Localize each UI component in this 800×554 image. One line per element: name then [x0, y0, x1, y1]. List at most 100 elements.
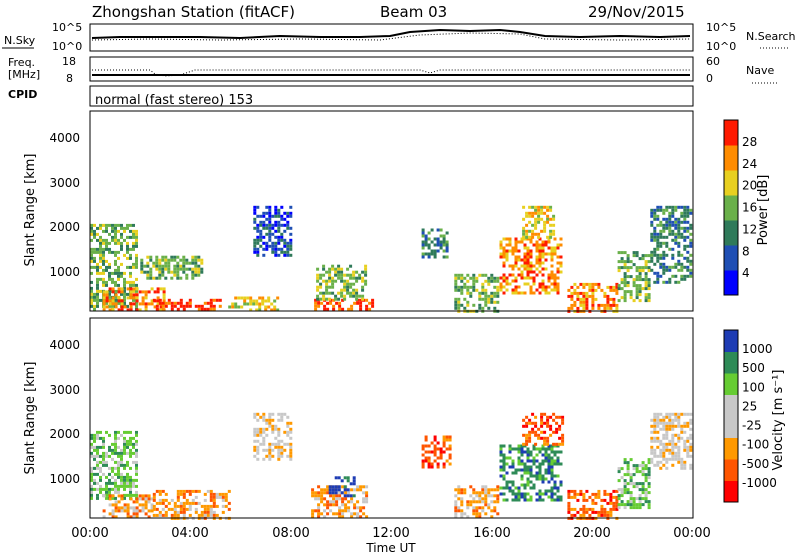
power-cell: [433, 243, 437, 247]
power-cell: [526, 261, 530, 265]
power-cell: [228, 305, 232, 309]
velocity-cell: [421, 459, 425, 463]
power-cell: [529, 270, 533, 274]
power-cell: [585, 282, 589, 286]
power-cell: [541, 279, 545, 283]
power-cell: [152, 298, 156, 302]
velocity-cell: [481, 488, 485, 492]
velocity-cell: [161, 489, 165, 493]
power-cell: [325, 285, 329, 289]
velocity-cell: [544, 489, 548, 493]
power-cell: [259, 223, 263, 227]
velocity-cell: [286, 433, 290, 437]
velocity-cell: [135, 500, 139, 504]
velocity-cell: [632, 506, 636, 510]
velocity-cell: [135, 509, 139, 513]
velocity-cell: [102, 442, 105, 446]
power-cell: [105, 283, 108, 287]
power-cell: [356, 301, 360, 305]
power-cell: [182, 270, 186, 274]
velocity-cell: [117, 487, 120, 491]
velocity-cell: [311, 512, 315, 516]
velocity-cell: [427, 456, 431, 460]
power-cell: [656, 205, 660, 209]
velocity-cell: [102, 451, 105, 455]
power-cell: [547, 237, 551, 241]
power-cell: [90, 247, 93, 251]
velocity-cell: [346, 494, 350, 498]
velocity-cell: [683, 442, 687, 446]
velocity-cell: [436, 447, 440, 451]
power-cell: [185, 267, 189, 271]
velocity-cell: [469, 485, 473, 489]
velocity-cell: [274, 424, 278, 428]
power-cell: [96, 250, 99, 254]
velocity-cell: [629, 506, 633, 510]
power-cell: [197, 273, 201, 277]
power-cell: [671, 220, 675, 224]
velocity-cell: [478, 506, 482, 510]
power-cell: [256, 247, 260, 251]
power-cell: [188, 301, 192, 305]
velocity-cell: [543, 442, 547, 446]
velocity-cell: [662, 451, 666, 455]
power-cell: [674, 232, 678, 236]
velocity-cell: [603, 489, 607, 493]
power-cell: [541, 285, 545, 289]
power-cell: [341, 307, 345, 311]
velocity-cell: [353, 503, 357, 507]
power-cell: [274, 247, 278, 251]
velocity-cell: [528, 421, 532, 425]
power-cell: [197, 307, 201, 311]
velocity-cell: [280, 412, 284, 416]
velocity-cell: [277, 412, 281, 416]
cpid-panel: CPID normal (fast stereo) 153: [8, 85, 694, 108]
power-cell: [532, 291, 536, 295]
power-cell: [132, 247, 135, 251]
velocity-cell: [268, 415, 272, 419]
power-cell: [132, 244, 135, 248]
velocity-cell: [212, 492, 216, 496]
velocity-cell: [129, 515, 133, 519]
power-cell: [158, 267, 162, 271]
velocity-cell: [123, 487, 126, 491]
power-cell: [218, 298, 222, 302]
power-cell: [689, 253, 693, 257]
velocity-cell: [514, 486, 518, 490]
velocity-cell: [129, 493, 132, 497]
power-cell: [105, 226, 108, 230]
velocity-cell: [144, 506, 148, 510]
power-cell: [182, 307, 186, 311]
power-cell: [638, 257, 642, 261]
velocity-cell: [206, 510, 210, 514]
power-cell: [620, 278, 624, 282]
power-cell: [620, 281, 624, 285]
velocity-cell: [478, 512, 482, 516]
power-cell: [273, 305, 277, 309]
power-cell: [135, 308, 139, 312]
velocity-cell: [132, 481, 135, 485]
velocity-cell: [659, 451, 663, 455]
velocity-cell: [289, 430, 293, 434]
velocity-cell: [265, 421, 269, 425]
power-cell: [662, 256, 666, 260]
velocity-cell: [268, 454, 272, 458]
power-cell: [314, 304, 318, 308]
velocity-cell: [256, 445, 260, 449]
velocity-cell: [541, 480, 545, 484]
velocity-cell: [644, 464, 648, 468]
velocity-cell: [537, 436, 541, 440]
velocity-cell: [517, 498, 521, 502]
velocity-cell: [152, 492, 156, 496]
velocity-cell: [629, 482, 633, 486]
power-cell: [286, 211, 290, 215]
power-cell: [173, 258, 177, 262]
power-cell: [176, 276, 180, 280]
velocity-cell: [499, 465, 503, 469]
power-cell: [108, 304, 111, 308]
velocity-cell: [262, 439, 266, 443]
velocity-cell: [638, 488, 642, 492]
power-cell: [135, 287, 139, 291]
power-cell: [478, 294, 482, 298]
power-cell: [234, 305, 238, 309]
